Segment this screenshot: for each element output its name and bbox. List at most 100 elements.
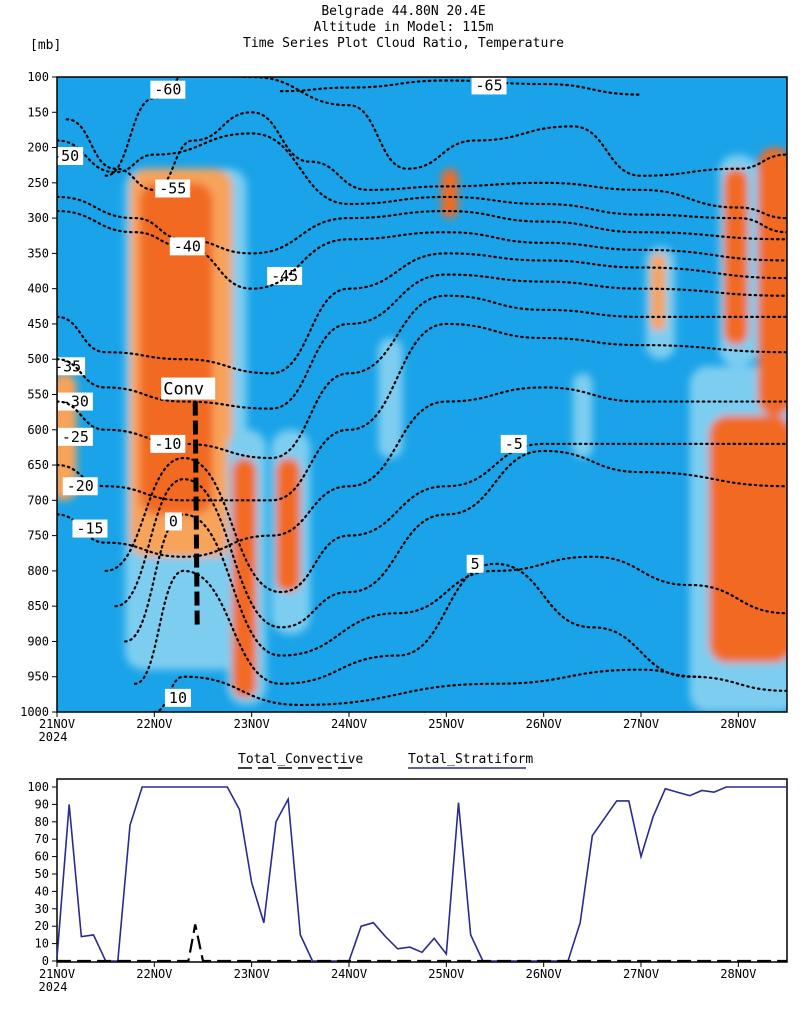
cloud-region — [572, 373, 593, 458]
y-tick-label: 450 — [27, 317, 49, 331]
isotherm-label: -10 — [154, 435, 181, 453]
series-stratiform-line — [56, 786, 787, 962]
isotherm-label: -40 — [174, 237, 201, 255]
isotherm-label: -5 — [505, 435, 523, 453]
x-tick-label: 27NOV — [623, 967, 659, 981]
isotherm-label: 0 — [169, 513, 178, 531]
isotherm-line — [57, 252, 787, 375]
isotherm-line — [124, 513, 787, 657]
x-tick-label: 24NOV — [331, 717, 367, 731]
y-tick-label: 40 — [35, 884, 49, 898]
isotherm-label: 5 — [471, 555, 480, 573]
isotherm-label: -20 — [67, 477, 94, 495]
x-tick-label: 28NOV — [720, 967, 756, 981]
series-convective-line — [57, 924, 787, 963]
x-tick-label: 28NOV — [720, 717, 756, 731]
y-tick-label: 70 — [35, 832, 49, 846]
y-tick-label: 850 — [27, 599, 49, 613]
y-tick-label: 650 — [27, 458, 49, 472]
isotherm-line — [104, 77, 787, 177]
x-tick-label: 26NOV — [526, 717, 562, 731]
isotherm-line — [279, 79, 643, 96]
isotherm-line — [65, 111, 787, 220]
isotherm-label: -50 — [52, 147, 79, 165]
cloud-region — [757, 147, 787, 416]
x-tick-label: 27NOV — [623, 717, 659, 731]
isotherm-label: -30 — [62, 393, 89, 411]
y-tick-label: 150 — [27, 105, 49, 119]
y-tick-label: 100 — [27, 780, 49, 794]
y-tick-label: 800 — [27, 564, 49, 578]
isotherm-label-box — [150, 80, 186, 99]
isotherm-label: -55 — [159, 179, 186, 197]
y-tick-label: 700 — [27, 493, 49, 507]
x-tick-label: 24NOV — [331, 967, 367, 981]
x-tick-label: 26NOV — [526, 967, 562, 981]
cloud-region — [276, 458, 301, 593]
y-tick-label: 80 — [35, 815, 49, 829]
isotherm-line — [57, 209, 787, 290]
y-tick-label: 350 — [27, 246, 49, 260]
station-title: Belgrade 44.80N 20.4E — [321, 4, 486, 19]
isotherm-label-box — [466, 554, 484, 573]
isotherm-label: -15 — [76, 520, 103, 538]
cloud-region — [378, 338, 403, 458]
x-tick-label: 25NOV — [428, 967, 464, 981]
y-tick-label: 750 — [27, 529, 49, 543]
isotherm-label-box — [62, 477, 98, 496]
y-tick-label: 250 — [27, 176, 49, 190]
y-tick-label: 200 — [27, 141, 49, 155]
legend-convective: Total_Convective — [238, 752, 364, 767]
isotherm-label-box — [169, 237, 205, 256]
isotherm-line — [57, 386, 787, 558]
x-tick-label: 22NOV — [136, 717, 172, 731]
isotherm-label-box — [164, 688, 191, 707]
isotherm-line — [57, 195, 787, 255]
y-tick-label: 950 — [27, 670, 49, 684]
isotherm-label-box — [164, 512, 182, 531]
isotherm-line — [57, 132, 787, 234]
x-tick-label: 21NOV — [39, 717, 75, 731]
y-tick-label: 20 — [35, 919, 49, 933]
isotherm-label: -45 — [271, 267, 298, 285]
cloud-region — [650, 253, 666, 331]
y-tick-label: 400 — [27, 282, 49, 296]
convective-label-box — [161, 377, 216, 400]
isotherm-label: -65 — [476, 76, 503, 94]
isotherm-label-box — [57, 392, 93, 411]
y-tick-label: 600 — [27, 423, 49, 437]
isotherm-line — [153, 668, 701, 712]
pressure-unit-label: [mb] — [30, 38, 62, 53]
cloud-region — [723, 168, 749, 346]
x-tick-year: 2024 — [39, 980, 68, 994]
plot-title: Time Series Plot Cloud Ratio, Temperatur… — [243, 36, 564, 51]
isotherm-line — [114, 449, 787, 629]
isotherm-label-box — [57, 427, 93, 446]
x-tick-label: 25NOV — [428, 717, 464, 731]
isotherm-line — [104, 442, 787, 594]
y-tick-label: 0 — [42, 954, 49, 968]
x-tick-label: 21NOV — [39, 967, 75, 981]
legend-stratiform: Total_Stratiform — [408, 752, 534, 767]
isotherm-label: -25 — [62, 428, 89, 446]
x-tick-label: 23NOV — [234, 967, 270, 981]
y-tick-label: 100 — [27, 70, 49, 84]
y-tick-label: 900 — [27, 634, 49, 648]
line-chart-frame — [56, 778, 788, 963]
convective-label: Conv — [163, 380, 204, 400]
isotherm-line — [57, 322, 787, 502]
isotherm-label-box — [471, 77, 507, 95]
x-tick-label: 23NOV — [234, 717, 270, 731]
isotherm-label-box — [57, 147, 84, 166]
cloud-temperature-heatmap: -65-60-55-50-45-40-35-30-25-20-15-10 -505… — [20, 70, 788, 744]
y-tick-label: 50 — [35, 867, 49, 881]
isotherm-label-box — [150, 434, 186, 453]
cloud-region — [232, 458, 257, 698]
y-tick-label: 60 — [35, 850, 49, 864]
model-altitude: Altitude in Model: 115m — [313, 20, 494, 35]
y-tick-label: 550 — [27, 388, 49, 402]
isotherm-label: -60 — [154, 81, 181, 99]
y-tick-label: 300 — [27, 211, 49, 225]
isotherm-label-box — [267, 266, 303, 285]
isotherm-label: -35 — [54, 357, 81, 375]
